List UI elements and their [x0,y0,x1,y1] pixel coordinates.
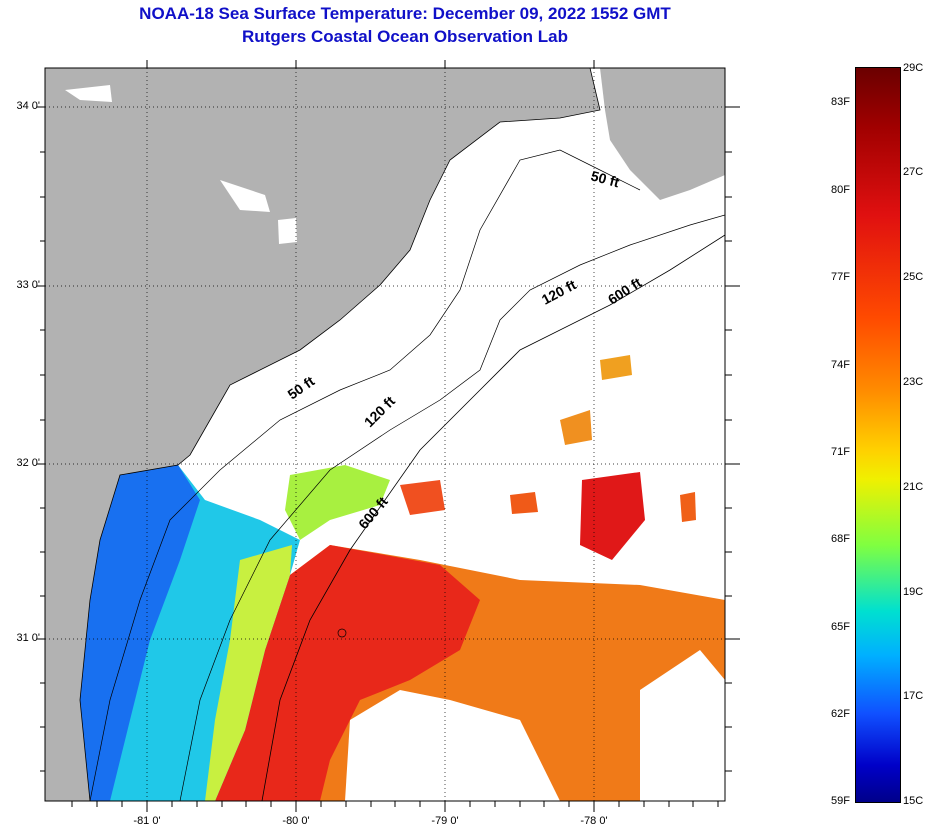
colorbar-f-label: 80F [831,184,850,196]
land-mass [45,68,600,801]
colorbar-f-label: 71F [831,446,850,458]
colorbar-c-label: 17C [903,690,924,702]
colorbar-f-label: 65F [831,621,850,633]
lat-label: 31 0' [16,632,40,644]
lake [65,85,112,102]
lon-label: -79 0' [431,815,459,827]
lat-label: 34 0' [16,100,40,112]
lon-label: -78 0' [580,815,608,827]
temperature-colorbar [855,67,901,803]
contour-label: 50 ft [589,167,621,190]
lake [220,180,270,212]
graticule [45,68,725,801]
sst-cool-region [80,465,390,801]
lake [278,218,297,244]
lat-label: 32 0' [16,457,40,469]
land-mass-northeast [600,68,725,200]
map-frame [44,67,726,802]
colorbar-c-label: 21C [903,481,924,493]
colorbar-f-label: 68F [831,533,850,545]
contour-120ft [179,214,725,801]
colorbar-f-label: 77F [831,271,850,283]
map-title: NOAA-18 Sea Surface Temperature: Decembe… [139,4,671,23]
colorbar-f-label: 83F [831,96,850,108]
colorbar-c-label: 19C [903,586,924,598]
contour-600ft [261,234,725,801]
colorbar-c-label: 25C [903,271,924,283]
colorbar-c-label: 29C [903,62,924,74]
lon-label: -81 0' [133,815,161,827]
contour-50ft [89,149,641,801]
coastline [79,68,601,801]
contour-closed-loop [337,628,347,638]
colorbar-c-label: 23C [903,376,924,388]
colorbar-c-label: 15C [903,795,924,807]
axis-ticks [37,60,740,812]
colorbar-f-label: 59F [831,795,850,807]
colorbar-f-label: 74F [831,359,850,371]
colorbar-c-label: 27C [903,166,924,178]
map-subtitle: Rutgers Coastal Ocean Observation Lab [242,27,568,46]
lon-label: -80 0' [282,815,310,827]
colorbar-f-label: 62F [831,708,850,720]
sst-warm-region [215,355,725,801]
lat-label: 33 0' [16,279,40,291]
